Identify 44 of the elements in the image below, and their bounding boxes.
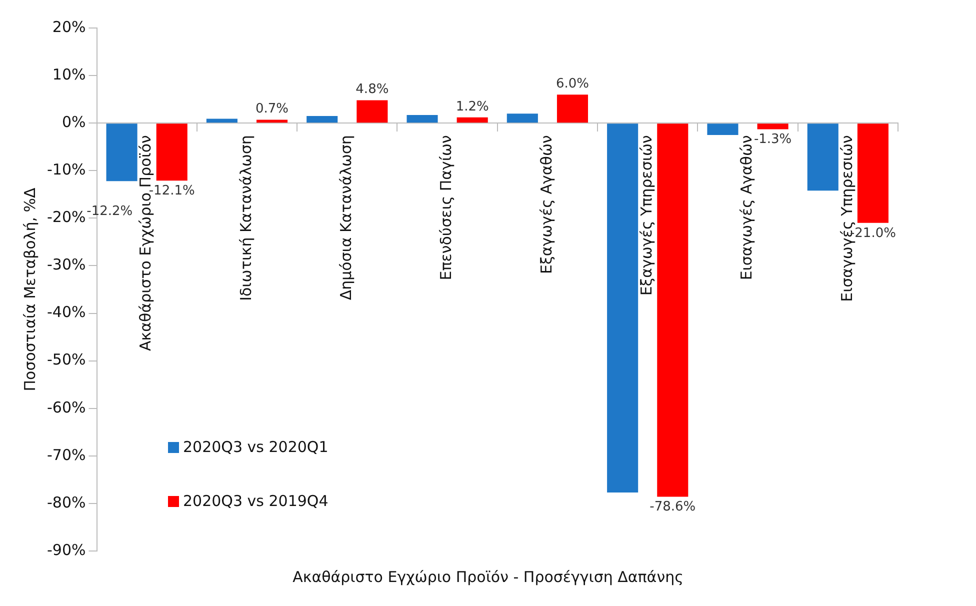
bar <box>807 124 838 191</box>
x-tick-label: Δημόσια Κατανάλωση <box>337 135 356 300</box>
x-tick-label: Ιδιωτική Κατανάλωση <box>236 135 255 301</box>
bar <box>206 118 238 123</box>
bar <box>106 124 138 182</box>
y-tick-label: -80% <box>46 493 86 512</box>
bar <box>707 124 738 135</box>
data-label: -12.2% <box>86 204 133 219</box>
legend-label: 2020Q3 vs 2020Q1 <box>183 438 328 456</box>
x-tick-label: Εισαγωγές Αγαθών <box>738 135 756 280</box>
bar <box>306 116 338 123</box>
bar <box>556 94 588 123</box>
bar <box>356 100 388 123</box>
bar <box>156 124 188 181</box>
legend-label: 2020Q3 vs 2019Q4 <box>183 492 328 510</box>
data-label: 1.2% <box>456 99 489 114</box>
y-tick-label: -20% <box>46 208 86 226</box>
x-tick-label: Εξαγωγές Αγαθών <box>537 135 556 274</box>
bar <box>406 115 438 123</box>
bar <box>657 124 688 497</box>
y-tick-label: -90% <box>46 540 86 559</box>
data-label: -1.3% <box>754 132 792 148</box>
data-label: -78.6% <box>650 500 696 515</box>
y-tick-label: -60% <box>46 398 86 416</box>
y-tick-label: -40% <box>46 303 86 322</box>
y-tick-label: -10% <box>46 160 86 179</box>
bar <box>456 117 488 123</box>
bar <box>857 124 888 223</box>
data-label: 0.7% <box>256 102 289 117</box>
data-label: 4.8% <box>356 82 389 98</box>
y-axis-title: Ποσοστιαία Μεταβολή, %Δ <box>20 187 39 392</box>
y-tick-label: -70% <box>46 446 86 464</box>
x-tick-label: Επενδύσεις Παγίων <box>437 135 456 280</box>
y-tick-label: -30% <box>46 256 86 274</box>
y-tick-label: 0% <box>62 112 86 131</box>
data-label: 6.0% <box>556 76 590 92</box>
bar <box>607 124 638 493</box>
y-tick-label: 20% <box>52 18 86 36</box>
x-tick-label: Εξαγωγές Υπηρεσιών <box>638 135 656 296</box>
x-axis-title: Ακαθάριστο Εγχώριο Προϊόν - Προσέγγιση Δαπάνης <box>292 568 684 586</box>
bar <box>506 114 538 123</box>
y-tick-label: 10% <box>52 65 86 84</box>
bar <box>757 124 788 130</box>
y-tick-label: -50% <box>46 350 86 369</box>
